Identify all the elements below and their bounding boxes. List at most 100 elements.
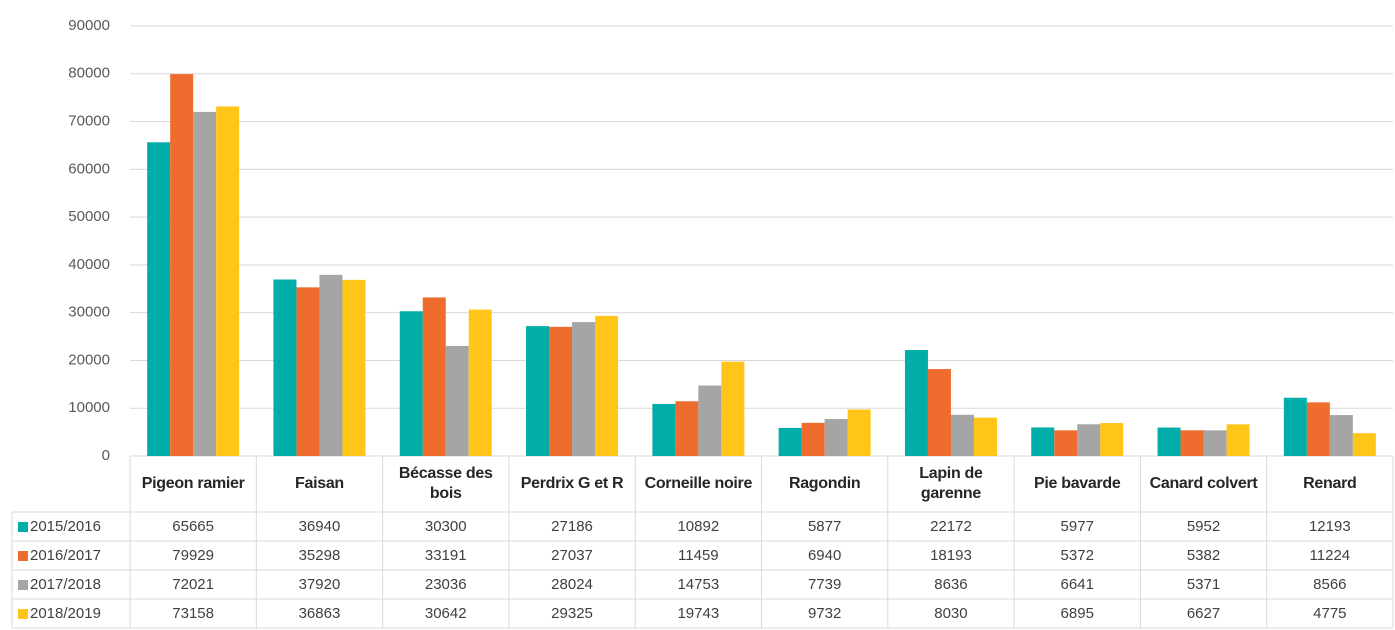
bar [399, 311, 423, 456]
table-value: 73158 [172, 604, 214, 622]
table-value: 23036 [424, 575, 467, 593]
table-value: 18193 [930, 546, 972, 564]
table-value: 30642 [424, 604, 467, 622]
bar [652, 403, 676, 456]
legend-swatch [18, 579, 28, 590]
table-value: 27186 [551, 517, 593, 535]
legend-label: 2017/2018 [30, 575, 101, 593]
legend-swatch [18, 550, 28, 561]
bar [1100, 423, 1124, 456]
bar [698, 385, 722, 456]
table-value: 11459 [678, 546, 719, 564]
bar [572, 322, 596, 456]
table-value: 27037 [551, 546, 593, 564]
bar [342, 279, 366, 456]
table-value: 4775 [1313, 604, 1347, 622]
y-tick-label: 60000 [68, 160, 110, 177]
y-tick-label: 90000 [68, 17, 110, 34]
bar [216, 106, 240, 456]
bar [445, 345, 469, 456]
legend-entry: 2018/2019 [12, 599, 130, 628]
table-value: 12193 [1308, 517, 1351, 535]
category-header: Corneille noire [644, 475, 753, 492]
table-value: 9732 [807, 604, 842, 622]
table-value: 37920 [298, 575, 341, 593]
table-value: 72021 [172, 575, 214, 593]
table-value: 5952 [1186, 517, 1221, 535]
legend-entry: 2017/2018 [12, 570, 130, 599]
bar [904, 350, 928, 456]
bar [1329, 415, 1353, 456]
bar [319, 274, 343, 456]
y-tick-label: 30000 [68, 304, 110, 321]
table-value: 79929 [172, 546, 214, 564]
bar [847, 409, 871, 456]
legend-swatch [18, 521, 28, 532]
bar [824, 419, 848, 456]
table-value: 36863 [298, 604, 341, 622]
legend-swatch [18, 608, 28, 619]
table-value: 35298 [298, 546, 341, 564]
y-tick-label: 70000 [68, 113, 110, 130]
legend-entry: 2016/2017 [12, 541, 130, 570]
bar [170, 74, 194, 456]
bar [1283, 397, 1307, 456]
bar [1226, 424, 1250, 456]
y-tick-label: 40000 [68, 256, 110, 273]
bar [675, 401, 699, 456]
y-tick-label: 0 [102, 447, 110, 464]
table-value: 29325 [551, 604, 593, 622]
table-value: 5372 [1060, 546, 1094, 564]
bar [1077, 424, 1101, 456]
bar [801, 422, 825, 456]
table-value: 5371 [1186, 575, 1221, 593]
table-value: 6627 [1186, 604, 1221, 622]
category-header: Bécasse des bois [398, 465, 493, 502]
bar [549, 326, 573, 456]
bar [422, 297, 446, 456]
bar [193, 111, 217, 457]
table-value: 5977 [1060, 517, 1094, 535]
category-header: Faisan [295, 475, 344, 492]
table-value: 8030 [934, 604, 968, 622]
bar [778, 427, 802, 456]
bar [721, 361, 745, 456]
bar [595, 315, 619, 456]
table-value: 28024 [551, 575, 593, 593]
table-value: 11224 [1309, 546, 1351, 564]
bar [273, 279, 297, 456]
table-value: 8566 [1313, 575, 1347, 593]
bar [1203, 430, 1227, 456]
table-value: 5382 [1186, 546, 1221, 564]
bar [1306, 402, 1330, 456]
category-header: Pie bavarde [1033, 475, 1121, 492]
bar [950, 414, 974, 456]
bar [1352, 433, 1376, 456]
table-value: 22172 [930, 517, 972, 535]
bar [468, 309, 492, 456]
table-value: 6641 [1060, 575, 1094, 593]
table-value: 33191 [424, 546, 467, 564]
category-header: Canard colvert [1149, 475, 1258, 492]
category-header: Ragondin [788, 475, 861, 492]
y-tick-label: 50000 [68, 208, 110, 225]
table-value: 6895 [1060, 604, 1094, 622]
y-tick-label: 80000 [68, 65, 110, 82]
table-value: 7739 [807, 575, 842, 593]
bar [296, 287, 320, 456]
category-header: Renard [1303, 475, 1357, 492]
legend-label: 2015/2016 [30, 517, 101, 535]
table-value: 36940 [298, 517, 341, 535]
bar [1054, 430, 1078, 456]
bar [1031, 427, 1055, 456]
bar [973, 417, 997, 456]
table-value: 30300 [424, 517, 467, 535]
bar [1157, 427, 1181, 456]
bar [927, 369, 951, 456]
y-tick-label: 10000 [68, 399, 110, 416]
legend-label: 2018/2019 [30, 604, 101, 622]
table-value: 19743 [677, 604, 720, 622]
bar [147, 142, 171, 457]
